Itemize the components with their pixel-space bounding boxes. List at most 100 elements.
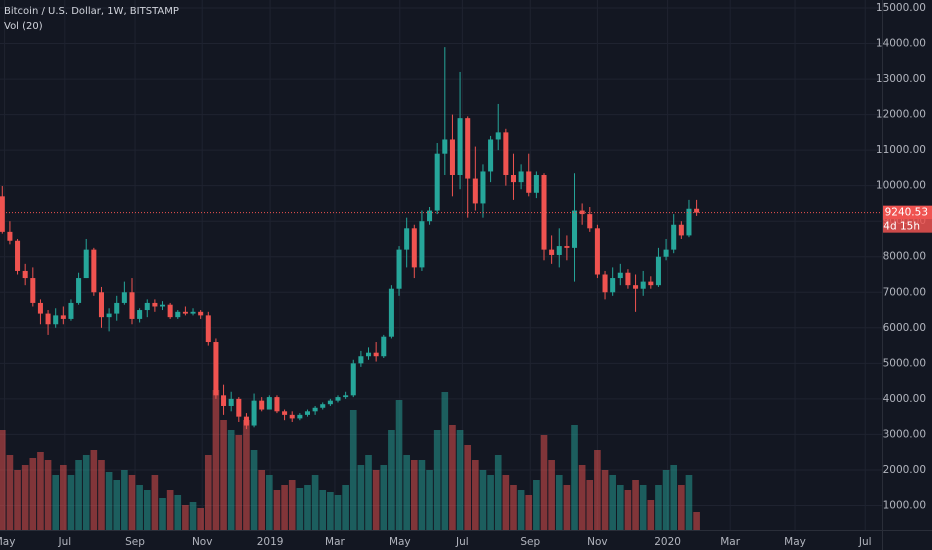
volume-bar — [311, 475, 319, 530]
candle-body — [381, 336, 387, 357]
candle-body — [671, 224, 677, 250]
candle-body — [655, 256, 661, 286]
volume-bar — [136, 485, 143, 530]
x-tick-label: Jul — [455, 536, 469, 548]
candle-body — [533, 175, 539, 193]
volume-bar — [586, 480, 594, 530]
volume-bar — [472, 460, 479, 530]
candle-body — [404, 228, 410, 250]
volume-bar — [304, 485, 311, 530]
volume-bar — [578, 465, 586, 530]
volume-bar — [395, 400, 403, 530]
candle-body — [205, 315, 211, 343]
y-tick-label: 4000.00 — [883, 393, 926, 405]
candle-body — [373, 352, 379, 357]
volume-bar — [655, 485, 662, 530]
volume-bar — [632, 480, 639, 530]
volume-bar — [388, 430, 395, 530]
volume-bar — [113, 480, 121, 530]
candle-body — [480, 171, 486, 204]
candle-body — [7, 231, 13, 241]
candle-body — [221, 395, 227, 406]
candle-body — [602, 274, 608, 293]
candle-body — [259, 400, 265, 410]
volume-bar — [151, 475, 159, 530]
volume-bar — [616, 485, 624, 530]
volume-bar — [525, 495, 533, 530]
volume-bar — [250, 450, 258, 530]
volume-bar — [60, 465, 67, 530]
x-tick-label: Jul — [858, 536, 872, 548]
candle-body — [510, 175, 517, 183]
volume-layer — [0, 390, 700, 530]
volume-bar — [624, 490, 632, 530]
volume-bar — [594, 450, 601, 530]
volume-bar — [98, 460, 105, 530]
candle-body — [648, 281, 654, 286]
volume-bar — [571, 425, 578, 530]
volume-bar — [44, 460, 52, 530]
candle-body — [503, 132, 509, 176]
volume-bar — [212, 390, 220, 530]
x-tick-label: Mar — [720, 536, 740, 548]
volume-bar — [235, 435, 243, 530]
candle-body — [678, 224, 684, 236]
volume-bar — [319, 490, 327, 530]
candle-body — [434, 153, 440, 211]
y-tick-label: 14000.00 — [876, 38, 926, 50]
candle-body — [526, 171, 532, 193]
volume-bar — [342, 485, 349, 530]
volume-bar — [105, 472, 113, 530]
volume-bar — [693, 512, 700, 530]
candle-body — [686, 208, 692, 236]
volume-bar — [258, 470, 266, 530]
candle-body — [411, 228, 417, 268]
volume-bar — [609, 475, 616, 530]
candle-body — [419, 221, 425, 268]
candle-body — [587, 214, 593, 229]
volume-bar — [0, 430, 6, 530]
candle-body — [556, 246, 562, 255]
candle-body — [312, 407, 318, 412]
candle-body — [144, 302, 150, 311]
x-tick-label: Sep — [125, 536, 145, 548]
volume-bar — [685, 475, 693, 530]
volume-bar — [517, 490, 525, 530]
volume-bar — [418, 460, 426, 530]
countdown-box — [883, 219, 932, 233]
volume-bar — [662, 470, 670, 530]
candle-body — [37, 302, 43, 314]
x-tick-label: Nov — [587, 536, 608, 548]
candle-body — [495, 132, 501, 140]
x-tick-label: 2019 — [257, 536, 284, 548]
candle-body — [488, 139, 494, 172]
volume-bar — [563, 485, 571, 530]
volume-bar — [281, 485, 288, 530]
candle-body — [625, 272, 631, 286]
candle-body — [282, 411, 288, 415]
volume-bar — [487, 475, 494, 530]
candle-body — [449, 139, 455, 176]
candle-body — [358, 356, 364, 364]
last-price-box — [883, 205, 932, 220]
volume-bar — [449, 425, 456, 530]
x-tick-label: Mar — [325, 536, 345, 548]
volume-bar — [548, 460, 555, 530]
candle-body — [472, 178, 478, 204]
y-tick-label: 13000.00 — [876, 73, 926, 85]
candle-body — [53, 315, 59, 325]
candle-body — [572, 210, 578, 248]
candle-body — [549, 249, 555, 255]
volume-bar — [204, 455, 212, 530]
candle-body — [0, 196, 5, 232]
candle-body — [251, 400, 257, 426]
volume-bar — [510, 485, 517, 530]
volume-bar — [327, 492, 334, 530]
candle-body — [442, 139, 448, 154]
y-tick-label: 6000.00 — [883, 322, 926, 334]
volume-bar — [464, 445, 472, 530]
candle-body — [663, 249, 669, 257]
y-tick-label: 10000.00 — [876, 180, 926, 192]
volume-bar — [639, 485, 647, 530]
candle-body — [388, 288, 394, 337]
